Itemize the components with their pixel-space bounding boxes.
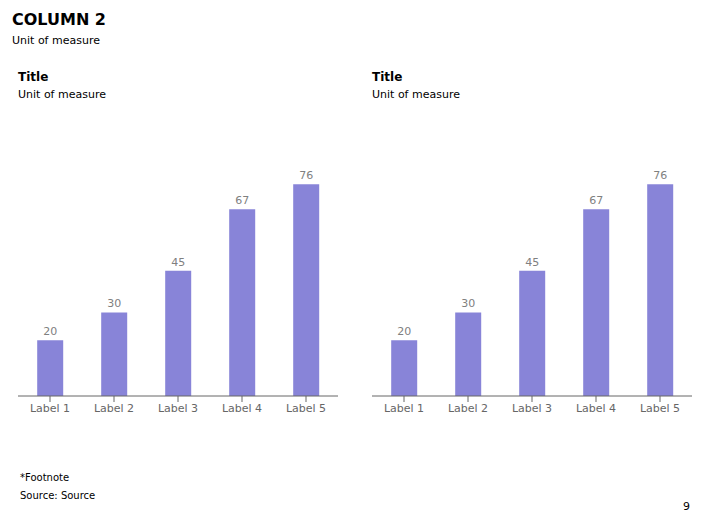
svg-text:76: 76 (653, 169, 667, 182)
html-text:Unit of measure: Unit of measure (372, 88, 460, 101)
svg-text:Label 5: Label 5 (640, 402, 680, 415)
html-text:*Footnote: *Footnote (20, 472, 70, 483)
svg-text:Label 4: Label 4 (222, 402, 262, 415)
html-text:COLUMN 2: COLUMN 2 (12, 10, 106, 29)
html-text:Title: Title (18, 70, 49, 84)
svg-text:20: 20 (43, 325, 57, 338)
html-text:Unit of measure: Unit of measure (12, 34, 100, 47)
svg-text:Label 5: Label 5 (286, 402, 326, 415)
html-text:9: 9 (683, 500, 690, 513)
html-text:Unit of measure: Unit of measure (18, 88, 106, 101)
svg-text:Label 2: Label 2 (94, 402, 134, 415)
svg-text:20: 20 (397, 325, 411, 338)
svg-text:76: 76 (299, 169, 313, 182)
svg-text:Label 3: Label 3 (158, 402, 198, 415)
svg-text:67: 67 (235, 194, 249, 207)
svg-text:45: 45 (525, 256, 539, 269)
svg-text:30: 30 (107, 297, 121, 310)
svg-text:Label 1: Label 1 (384, 402, 424, 415)
svg-text:Label 3: Label 3 (512, 402, 552, 415)
svg-text:Label 2: Label 2 (448, 402, 488, 415)
svg-text:30: 30 (461, 297, 475, 310)
svg-text:Label 1: Label 1 (30, 402, 70, 415)
html-text:Source: Source: Source: Source (20, 490, 96, 501)
svg-text:45: 45 (171, 256, 185, 269)
html-text:Title: Title (372, 70, 403, 84)
svg-text:67: 67 (589, 194, 603, 207)
svg-text:Label 4: Label 4 (576, 402, 616, 415)
